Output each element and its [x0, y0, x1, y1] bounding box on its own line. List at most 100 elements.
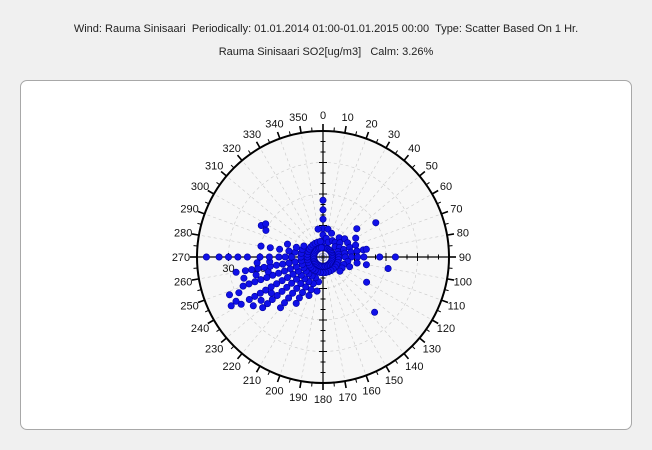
scatter-point: [226, 291, 234, 299]
chart-panel: 0 10 20 30 40 50 60 70 80 90 100 110 120 130 140 150 160…: [20, 80, 632, 430]
direction-minor-tick: [267, 138, 271, 144]
direction-major-tick: [276, 131, 281, 139]
direction-label: 230: [205, 343, 223, 355]
scatter-point: [362, 261, 370, 269]
direction-label: 180: [314, 394, 332, 406]
direction-label: 250: [180, 301, 198, 313]
scatter-point: [273, 280, 281, 288]
direction-major-tick: [255, 141, 261, 149]
calm-label: Calm:: [370, 46, 400, 58]
scatter-point: [262, 286, 270, 294]
scatter-point: [302, 283, 310, 291]
scatter-point: [283, 283, 291, 291]
direction-major-tick: [431, 319, 439, 325]
direction-label: 150: [385, 375, 403, 387]
scatter-point: [243, 253, 251, 261]
data-points: [202, 196, 399, 316]
direction-label: 170: [338, 392, 356, 404]
scatter-point: [391, 253, 399, 261]
scatter-point: [279, 260, 287, 268]
direction-label: 160: [362, 385, 380, 397]
direction-minor-tick: [375, 370, 379, 376]
direction-label: 330: [243, 129, 261, 141]
direction-label: 140: [405, 361, 423, 373]
direction-minor-tick: [288, 378, 291, 383]
period-value: 01.01.2014 01:00-01.01.2015 00:00: [254, 23, 430, 35]
scatter-point: [256, 289, 264, 297]
direction-minor-tick: [197, 222, 202, 225]
scatter-point: [257, 296, 265, 304]
direction-minor-tick: [197, 289, 202, 292]
direction-major-tick: [276, 375, 281, 383]
parameter-name: Rauma Sinisaari SO2[ug/m3]: [218, 46, 362, 58]
direction-minor-tick: [394, 150, 398, 155]
direction-major-tick: [299, 380, 302, 389]
direction-label: 270: [172, 252, 190, 264]
direction-major-tick: [446, 278, 455, 281]
direction-label: 310: [205, 161, 223, 173]
scatter-point: [251, 278, 259, 286]
scatter-point: [313, 287, 321, 295]
direction-major-tick: [299, 125, 302, 134]
scatter-point: [280, 267, 288, 275]
direction-label: 40: [408, 143, 420, 155]
scatter-point: [362, 245, 370, 253]
scatter-point: [314, 225, 322, 233]
direction-minor-tick: [425, 328, 430, 332]
direction-major-tick: [220, 337, 227, 344]
scatter-point: [346, 263, 354, 271]
scatter-point: [352, 234, 360, 242]
scatter-point: [317, 244, 325, 252]
scatter-point: [259, 304, 267, 312]
scatter-point: [292, 243, 300, 251]
direction-minor-tick: [444, 222, 449, 225]
grid-spoke: [259, 147, 324, 258]
chart-header-line-1: Wind: Rauma Sinisaari Periodically: 01.0…: [0, 23, 652, 35]
scatter-point: [336, 267, 344, 275]
scatter-point: [278, 277, 286, 285]
direction-minor-tick: [267, 370, 271, 376]
scatter-point: [354, 253, 362, 261]
scatter-point: [305, 292, 313, 300]
direction-label: 120: [437, 323, 455, 335]
direction-minor-tick: [230, 164, 235, 169]
direction-label: 90: [459, 252, 471, 264]
scatter-point: [288, 279, 296, 287]
direction-minor-tick: [436, 201, 442, 205]
direction-label: 280: [174, 227, 192, 239]
direction-minor-tick: [355, 131, 358, 136]
direction-minor-tick: [375, 138, 379, 144]
scatter-point: [289, 289, 297, 297]
direction-minor-tick: [444, 289, 449, 292]
direction-minor-tick: [216, 328, 221, 332]
scatter-point: [234, 253, 242, 261]
direction-label: 220: [223, 361, 241, 373]
scatter-point: [251, 292, 259, 300]
station-name: Rauma Sinisaari: [105, 23, 186, 35]
scatter-point: [353, 247, 361, 255]
scatter-point: [276, 304, 284, 312]
scatter-point: [241, 267, 249, 275]
scatter-point: [266, 244, 274, 252]
direction-minor-tick: [411, 164, 416, 169]
scatter-point: [215, 253, 223, 261]
grid-spoke: [279, 138, 324, 258]
scatter-point: [267, 289, 275, 297]
scatter-point: [285, 247, 293, 255]
scatter-point: [297, 280, 305, 288]
direction-label: 350: [289, 112, 307, 124]
direction-label: 80: [457, 227, 469, 239]
scatter-point: [276, 245, 284, 253]
scatter-point: [275, 253, 283, 261]
wind-label: Wind:: [73, 23, 102, 35]
scatter-point: [372, 219, 380, 227]
scatter-point: [316, 238, 324, 246]
scatter-point: [256, 253, 264, 261]
direction-minor-tick: [248, 359, 252, 364]
scatter-point: [232, 268, 240, 276]
scatter-point: [280, 299, 288, 307]
scatter-point: [253, 259, 261, 267]
scatter-point: [273, 292, 281, 300]
scatter-point: [281, 253, 289, 261]
